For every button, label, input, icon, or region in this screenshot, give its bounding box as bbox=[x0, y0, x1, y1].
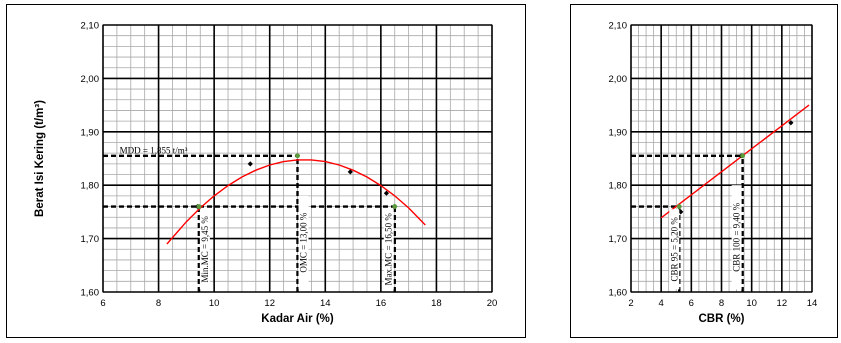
x-tick-label: 10 bbox=[209, 298, 220, 309]
y-tick-label: 1,70 bbox=[609, 234, 628, 245]
highlight-point bbox=[392, 204, 398, 209]
x-tick-label: 14 bbox=[320, 298, 331, 309]
chart-panel-left: 6 8 10 12 14 16 18 20 1,60 1,70 1,80 1,90 2,00 2,10 Ka… bbox=[6, 4, 526, 338]
y-tick-label: 2,10 bbox=[609, 21, 628, 32]
x-tick-label: 12 bbox=[264, 298, 275, 309]
fit-curve bbox=[660, 104, 810, 219]
x-tick-label: 20 bbox=[487, 298, 498, 309]
mdd-label: MDD = 1,855 t/m³ bbox=[120, 145, 188, 155]
chart-panel-right: 2 4 6 8 10 12 14 1,60 1,70 1,80 1,90 2,00 2,10 CBR (%… bbox=[570, 4, 838, 338]
chart-right: 2 4 6 8 10 12 14 1,60 1,70 1,80 1,90 2,00 2,10 CBR (%… bbox=[609, 21, 818, 326]
omc-label: OMC = 13,00 % bbox=[299, 212, 309, 273]
x-tick-label: 6 bbox=[100, 298, 105, 309]
x-tick-label: 10 bbox=[746, 298, 757, 309]
y-tick-label: 1,60 bbox=[609, 288, 628, 299]
max-mc-label: Max.MC = 16,50 % bbox=[384, 213, 394, 286]
y-tick-label: 1,70 bbox=[81, 234, 100, 245]
cbr100-label: CBR 100 = 9,40 % bbox=[732, 202, 742, 271]
highlight-point bbox=[676, 204, 682, 209]
min-mc-label: Min.MC = 9,45 % bbox=[200, 216, 210, 283]
min-mc-label-bg bbox=[199, 209, 210, 290]
max-mc-label-bg bbox=[383, 209, 394, 290]
x-tick-label: 16 bbox=[376, 298, 387, 309]
y-tick-label: 2,00 bbox=[81, 74, 100, 85]
y-tick-label: 1,90 bbox=[609, 127, 628, 138]
data-point bbox=[788, 120, 794, 126]
data-point bbox=[247, 161, 253, 167]
x-tick-label: 2 bbox=[628, 298, 633, 309]
plot-frame bbox=[630, 24, 813, 293]
y-tick-label: 1,90 bbox=[81, 127, 100, 138]
highlight-point bbox=[295, 153, 300, 159]
cbr100-label-bg bbox=[731, 185, 742, 290]
chart-left: 6 8 10 12 14 16 18 20 1,60 1,70 1,80 1,90 2,00 2,10 Ka… bbox=[34, 21, 498, 326]
fit-curve bbox=[166, 159, 426, 245]
y-tick-label: 1,80 bbox=[609, 181, 628, 192]
highlight-point bbox=[196, 204, 202, 209]
data-point bbox=[383, 190, 390, 196]
x-axis-title: Kadar Air (%) bbox=[261, 313, 334, 325]
x-tick-label: 18 bbox=[431, 298, 442, 309]
y-tick-label: 2,10 bbox=[81, 21, 100, 32]
x-tick-label: 14 bbox=[807, 298, 818, 309]
x-tick-label: 8 bbox=[719, 298, 724, 309]
cbr95-label: CBR 95 = 5,20 % bbox=[669, 217, 679, 282]
data-point bbox=[347, 169, 353, 175]
y-tick-label: 1,80 bbox=[81, 181, 100, 192]
x-tick-label: 4 bbox=[659, 298, 664, 309]
y-tick-label: 2,00 bbox=[609, 74, 628, 85]
x-tick-label: 6 bbox=[689, 298, 694, 309]
omc-label-bg bbox=[298, 195, 309, 290]
x-tick-label: 12 bbox=[777, 298, 788, 309]
x-tick-label: 8 bbox=[156, 298, 161, 309]
highlight-point bbox=[740, 153, 746, 159]
x-axis-title: CBR (%) bbox=[699, 313, 745, 325]
y-axis-title: Berat Isi Kering (t/m³) bbox=[34, 100, 46, 217]
cbr95-label-bg bbox=[669, 209, 680, 290]
y-tick-label: 1,60 bbox=[81, 288, 100, 299]
